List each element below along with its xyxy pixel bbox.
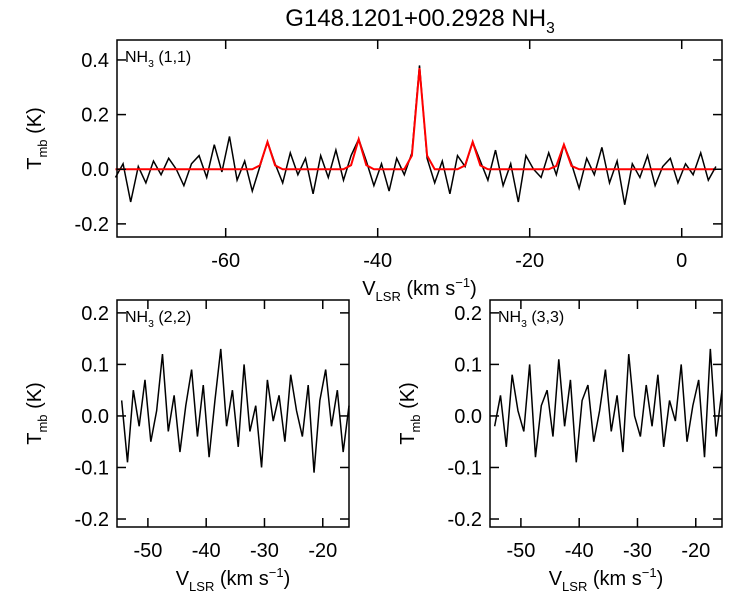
spectrum-line	[493, 348, 723, 463]
x-axis-label: VLSR (km s−1)	[362, 275, 477, 304]
y-tick-label: -0.1	[448, 457, 482, 479]
x-tick-label: -30	[623, 540, 652, 562]
panel-annotation-part: 3	[521, 319, 527, 330]
chart-title: G148.1201+00.2928 NH3	[285, 5, 555, 37]
panel-annotation-part: 3	[148, 59, 154, 70]
x-tick-label: -40	[192, 540, 221, 562]
x-axis-label-part: )	[470, 278, 477, 300]
y-axis-label: Tmb (K)	[24, 107, 50, 170]
y-tick-label: 0.2	[81, 105, 109, 127]
y-tick-label: -0.2	[448, 509, 482, 531]
x-axis-label-part: V	[362, 278, 376, 300]
x-axis-label-part: )	[657, 568, 664, 590]
x-axis-label-part: )	[284, 568, 291, 590]
y-tick-label: 0.0	[81, 159, 109, 181]
x-tick-label: -60	[211, 250, 240, 272]
x-tick-label: -20	[681, 540, 710, 562]
chart-title-part: G148.1201+00.2928 NH	[285, 5, 546, 32]
plot-frame	[489, 299, 723, 528]
spectrum-line	[120, 348, 350, 473]
panel-annotation-part: NH	[498, 309, 521, 326]
x-axis-label-part: (km s	[401, 278, 455, 300]
panel-annotation-part: (3,3)	[527, 309, 564, 326]
plot-frame	[116, 39, 723, 238]
x-axis-label-part: (km s	[214, 568, 268, 590]
x-axis-label-part: −1	[269, 565, 284, 580]
chart-title-part: 3	[546, 20, 555, 37]
x-tick-label: 0	[676, 250, 687, 272]
panel-annotation: NH3 (3,3)	[498, 309, 564, 330]
x-tick-label: -20	[515, 250, 544, 272]
x-axis-label-part: (km s	[587, 568, 641, 590]
y-tick-label: -0.2	[75, 214, 109, 236]
y-axis-label-part: T	[24, 433, 46, 445]
x-axis-label: VLSR (km s−1)	[549, 565, 664, 594]
spectrum-line	[114, 65, 717, 205]
y-tick-label: 0.1	[454, 354, 482, 376]
y-tick-label: 0.2	[454, 303, 482, 325]
y-axis-label-part: (K)	[397, 382, 419, 414]
y-axis-label-part: T	[24, 158, 46, 170]
x-tick-label: -20	[308, 540, 337, 562]
panel-annotation-part: (2,2)	[154, 309, 191, 326]
panel-annotation-part: 3	[148, 319, 154, 330]
y-tick-label: 0.0	[81, 406, 109, 428]
panel-annotation-part: NH	[125, 309, 148, 326]
x-tick-label: -50	[133, 540, 162, 562]
x-axis-label-part: LSR	[376, 289, 401, 304]
x-tick-label: -30	[250, 540, 279, 562]
spectrum-line	[115, 68, 716, 171]
panel-annotation-part: NH	[125, 49, 148, 66]
y-tick-label: -0.2	[75, 509, 109, 531]
x-axis-label-part: −1	[455, 275, 470, 290]
x-axis-label-part: −1	[642, 565, 657, 580]
y-axis-label-part: (K)	[24, 107, 46, 139]
y-axis-label: Tmb (K)	[397, 382, 423, 445]
y-tick-label: 0.2	[81, 303, 109, 325]
y-axis-label: Tmb (K)	[24, 382, 50, 445]
x-tick-label: -40	[363, 250, 392, 272]
plot-frame	[116, 299, 350, 528]
y-tick-label: 0.1	[81, 354, 109, 376]
y-axis-label-part: mb	[408, 414, 423, 432]
panel-annotation: NH3 (2,2)	[125, 309, 191, 330]
x-axis-label-part: V	[176, 568, 190, 590]
x-axis-label: VLSR (km s−1)	[176, 565, 291, 594]
y-tick-label: -0.1	[75, 457, 109, 479]
y-axis-label-part: T	[397, 433, 419, 445]
panel-annotation: NH3 (1,1)	[125, 49, 191, 70]
x-axis-label-part: LSR	[562, 579, 587, 594]
y-axis-label-part: (K)	[24, 382, 46, 414]
x-tick-label: -50	[506, 540, 535, 562]
x-tick-label: -40	[565, 540, 594, 562]
y-axis-label-part: mb	[35, 414, 50, 432]
x-axis-label-part: LSR	[189, 579, 214, 594]
x-axis-label-part: V	[549, 568, 563, 590]
y-axis-label-part: mb	[35, 139, 50, 157]
y-tick-label: 0.4	[81, 50, 109, 72]
y-tick-label: 0.0	[454, 406, 482, 428]
panel-annotation-part: (1,1)	[154, 49, 191, 66]
